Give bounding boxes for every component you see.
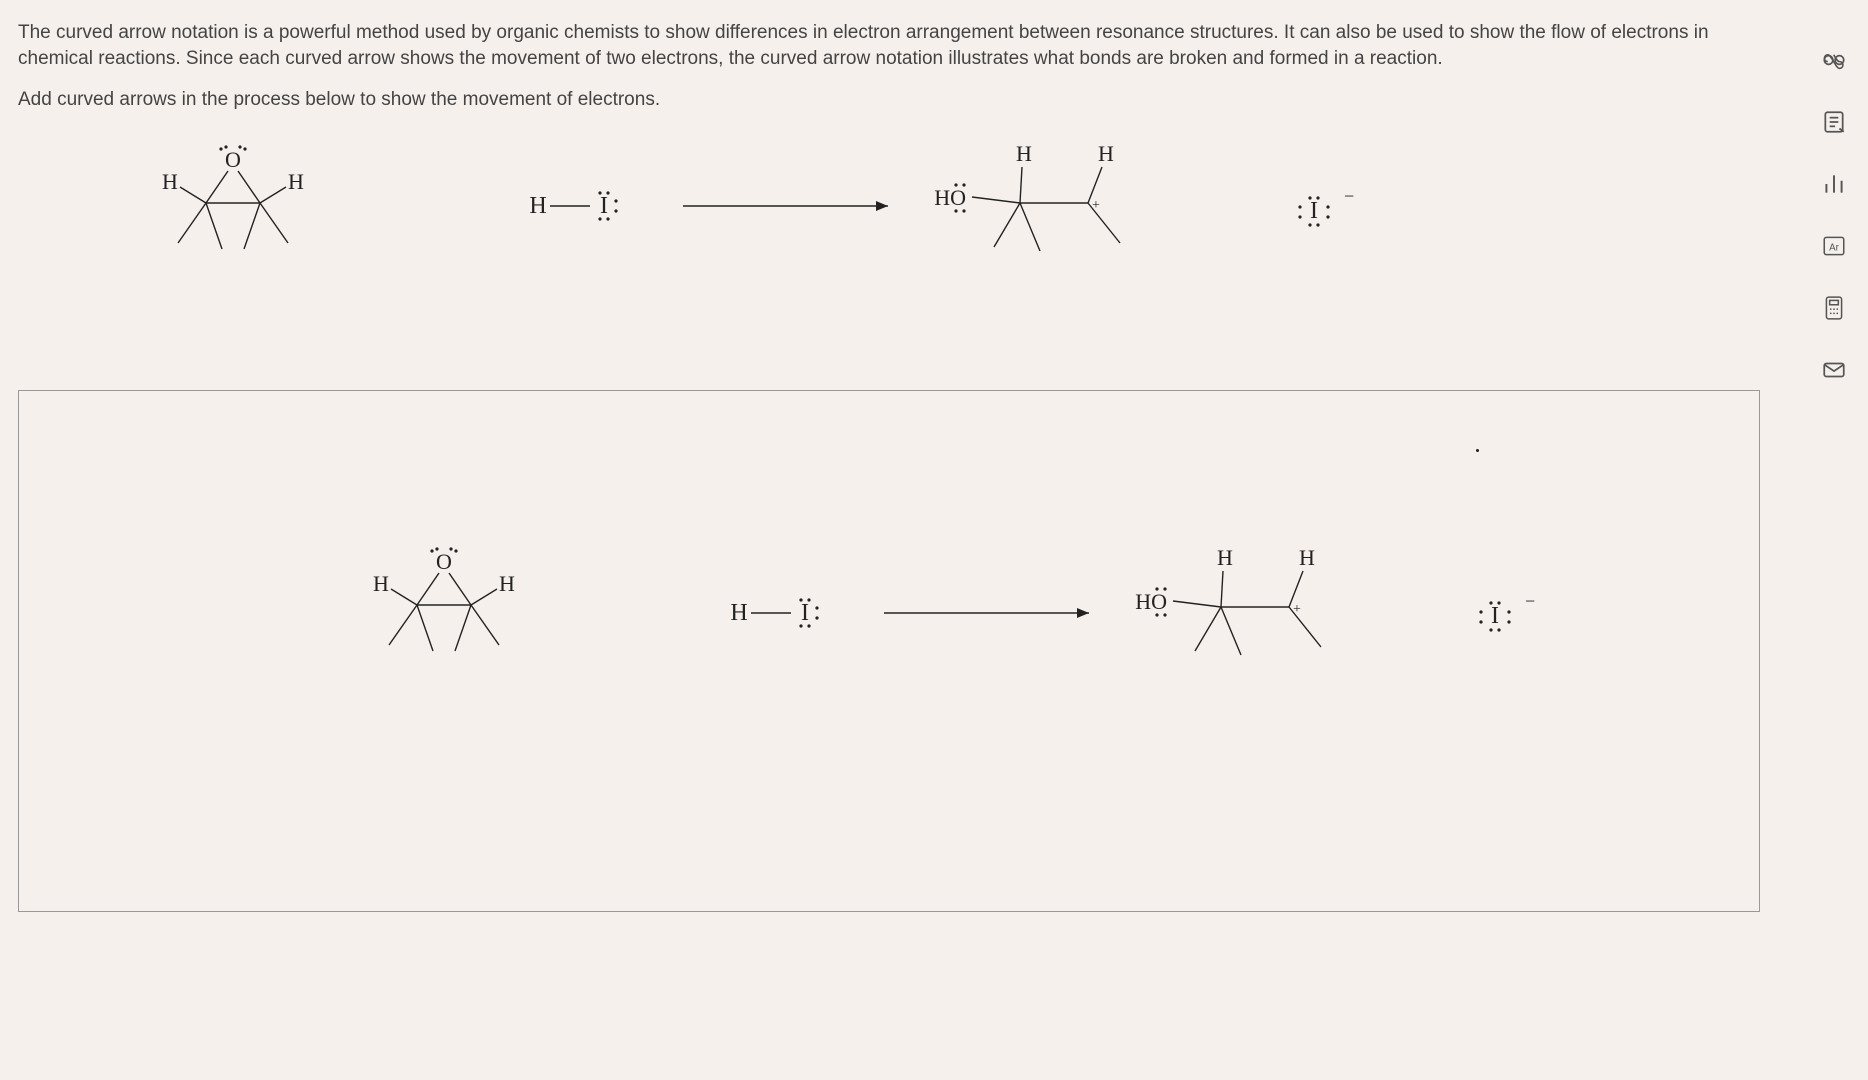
reactant-epoxide: O H H	[118, 139, 358, 314]
calculator-icon[interactable]	[1814, 288, 1854, 328]
ans-product-iodide[interactable]: I −	[1459, 589, 1549, 649]
ans-ho: HO	[1135, 589, 1167, 614]
stats-icon[interactable]	[1814, 164, 1854, 204]
prod-h-left: H	[1016, 141, 1032, 166]
infinity-icon[interactable]	[1814, 40, 1854, 80]
svg-text:Ar: Ar	[1829, 242, 1840, 253]
ans-iodide: I	[1491, 603, 1499, 629]
iodide-label: I	[1310, 198, 1318, 224]
mail-icon[interactable]	[1814, 350, 1854, 390]
answer-box[interactable]: O H H H	[18, 390, 1760, 912]
iodide-minus: −	[1344, 186, 1354, 206]
reference-diagram-row: O H H	[18, 139, 1778, 319]
ans-minus: −	[1525, 591, 1535, 611]
ans-reaction-arrow	[879, 598, 1109, 633]
ans-oxygen-label: O	[436, 549, 452, 574]
ans-hi-h: H	[730, 600, 747, 626]
question-paragraph: The curved arrow notation is a powerful …	[18, 20, 1778, 71]
product-iodide: I −	[1278, 184, 1368, 244]
ans-hi-i: I	[801, 600, 809, 626]
product-carbocation: HO H H +	[928, 139, 1208, 314]
carbocation-plus: +	[1092, 198, 1100, 213]
ans-prod-h-right: H	[1299, 545, 1315, 570]
ans-reactant-hi[interactable]: H I	[719, 586, 859, 651]
reaction-arrow-top	[678, 191, 908, 226]
ans-prod-h-left: H	[1217, 545, 1233, 570]
hi-i-label: I	[600, 193, 608, 219]
ans-plus: +	[1293, 602, 1301, 617]
ans-h-left: H	[373, 571, 389, 596]
h-right-label: H	[288, 169, 304, 194]
h-left-label: H	[162, 169, 178, 194]
notes-icon[interactable]	[1814, 102, 1854, 142]
hi-h-label: H	[529, 193, 546, 219]
ans-h-right: H	[499, 571, 515, 596]
instruction-text: Add curved arrows in the process below t…	[18, 89, 1778, 111]
oxygen-label: O	[225, 147, 241, 172]
content-area: The curved arrow notation is a powerful …	[18, 20, 1778, 319]
stray-dot	[1476, 449, 1479, 452]
page: The curved arrow notation is a powerful …	[0, 0, 1868, 1080]
reactant-hi: H I	[518, 179, 658, 244]
periodic-icon[interactable]: Ar	[1814, 226, 1854, 266]
ho-label: HO	[934, 185, 966, 210]
ans-reactant-epoxide[interactable]: O H H	[329, 541, 569, 716]
ans-product-carbocation[interactable]: HO H H +	[1129, 543, 1409, 718]
answer-canvas[interactable]: O H H H	[19, 391, 1759, 911]
right-sidebar: Ar	[1808, 18, 1860, 412]
prod-h-right: H	[1098, 141, 1114, 166]
